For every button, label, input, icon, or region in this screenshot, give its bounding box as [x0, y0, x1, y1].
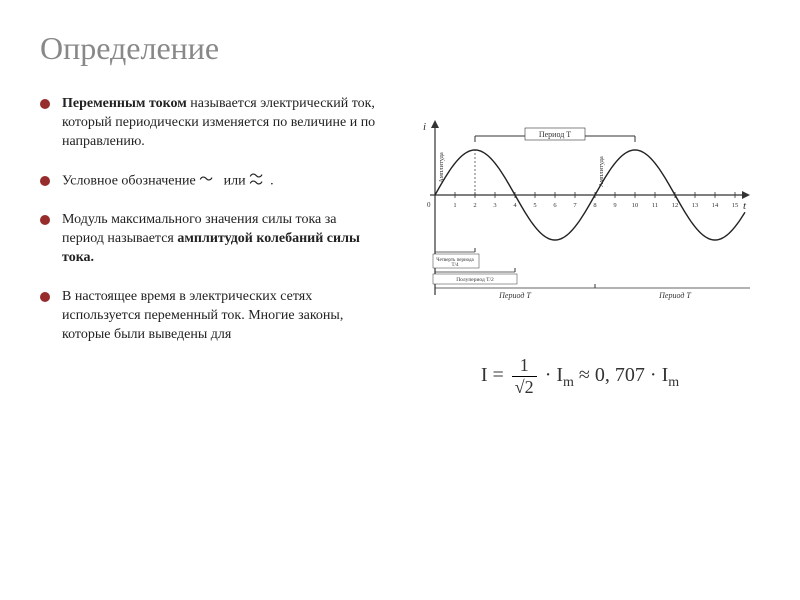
formula-num: 1	[512, 355, 537, 377]
text-column: Переменным током называется электрически…	[40, 95, 380, 398]
formula-dot1: ·	[545, 364, 552, 386]
svg-text:Полупериод T/2: Полупериод T/2	[456, 277, 494, 283]
svg-text:t: t	[743, 200, 747, 212]
bullet-2-text: Условное обозначение	[62, 173, 196, 188]
svg-text:0: 0	[427, 201, 431, 209]
svg-text:Амплитуда: Амплитуда	[598, 156, 605, 187]
bullet-1: Переменным током называется электрически…	[40, 95, 380, 152]
svg-text:2: 2	[473, 202, 476, 209]
svg-text:T/4: T/4	[452, 263, 459, 268]
svg-text:3: 3	[493, 202, 496, 209]
svg-text:Период Т: Период Т	[539, 130, 571, 139]
svg-text:i: i	[423, 121, 426, 133]
bullet-1-bold: Переменным током	[62, 96, 187, 111]
svg-text:15: 15	[732, 202, 739, 209]
svg-text:10: 10	[632, 202, 639, 209]
svg-text:11: 11	[652, 202, 658, 209]
bullet-4: В настоящее время в электрических сетях …	[40, 288, 380, 345]
tilde-icon: 〜	[199, 172, 213, 191]
svg-text:12: 12	[672, 202, 679, 209]
formula-dot2: ·	[650, 364, 657, 386]
svg-text:4: 4	[513, 202, 517, 209]
svg-text:6: 6	[553, 202, 557, 209]
svg-text:Период Т: Период Т	[658, 291, 691, 300]
formula-approx: ≈	[579, 364, 590, 386]
svg-text:Амплитуда: Амплитуда	[438, 152, 445, 183]
svg-text:8: 8	[593, 202, 596, 209]
slide-title: Определение	[40, 30, 760, 67]
svg-text:Период Т: Период Т	[498, 291, 531, 300]
sine-wave-diagram: it1234567891011121314150Период ТАмплитуд…	[410, 105, 750, 305]
svg-text:5: 5	[533, 202, 536, 209]
svg-text:7: 7	[573, 202, 577, 209]
formula-sub2: m	[668, 375, 679, 390]
formula-eq: =	[493, 364, 504, 386]
svg-text:9: 9	[613, 202, 616, 209]
bullet-3: Модуль максимального значения силы тока …	[40, 211, 380, 268]
formula-den: √2	[512, 377, 537, 398]
svg-text:14: 14	[712, 202, 719, 209]
double-tilde-icon: 〜〜	[249, 174, 263, 188]
formula-val: 0, 707	[595, 364, 645, 386]
bullet-4-text: В настоящее время в электрических сетях …	[62, 289, 343, 342]
rms-formula: I = 1 √2 · Im ≈ 0, 707 · Im	[481, 355, 679, 398]
formula-fraction: 1 √2	[512, 355, 537, 398]
svg-text:13: 13	[692, 202, 699, 209]
formula-I: I	[481, 364, 488, 386]
svg-text:1: 1	[453, 202, 456, 209]
formula-sub1: m	[563, 375, 574, 390]
bullet-2: Условное обозначение 〜 или 〜〜 .	[40, 172, 380, 192]
